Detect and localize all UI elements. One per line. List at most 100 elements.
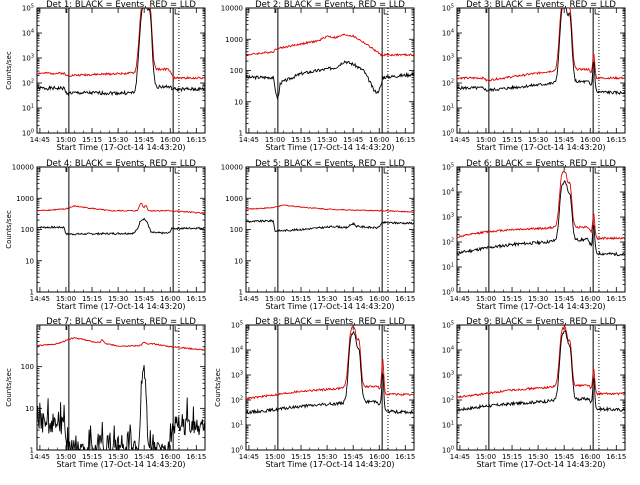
lld-series-line [37,202,205,215]
y-tick-label: 101 [442,104,454,113]
x-tick-label: 16:00 [580,295,600,303]
panel-det-1: Det 1: BLACK = Events, RED = LLD 100 101 10… [5,0,206,152]
x-tick-label: 15:30 [528,136,548,144]
bracket-mark [594,9,600,15]
y-tick-label: 10 [234,98,243,106]
y-tick-label: 101 [22,104,34,113]
y-tick-label: 10000 [221,5,243,13]
x-tick-label: 15:00 [265,453,285,461]
y-tick-label: 102 [442,238,454,247]
y-tick-label: 105 [231,321,243,330]
x-tick-label: 16:00 [369,453,389,461]
panel-det-8: Det 8: BLACK = Events, RED = LLD 100 101 10… [214,317,415,469]
panel-title: Det 1: BLACK = Events, RED = LLD [46,0,196,10]
events-series-line [37,365,205,450]
x-tick-label: 14:45 [239,136,259,144]
y-tick-label: 104 [231,346,243,355]
y-tick-label: 1 [239,130,243,138]
panel-title: Det 5: BLACK = Events, RED = LLD [255,159,405,169]
y-tick-label: 100 [442,288,454,297]
x-tick-label: 15:15 [291,136,311,144]
panel-det-6: Det 6: BLACK = Events, RED = LLD 100 101 10… [442,159,627,311]
x-tick-label: 15:15 [82,136,102,144]
x-tick-label: 16:15 [395,136,415,144]
y-tick-label: 100 [22,129,34,138]
x-axis-label: Start Time (17-Oct-14 14:43:20) [265,143,394,152]
panel-det-2: Det 2: BLACK = Events, RED = LLD 1 10 100 10… [221,0,416,152]
x-tick-label: 15:00 [265,136,285,144]
bracket-mark [594,168,600,174]
events-series-line [246,330,414,415]
panel-title: Det 2: BLACK = Events, RED = LLD [255,0,405,10]
x-tick-label: 16:00 [369,136,389,144]
x-tick-label: 16:15 [186,136,206,144]
x-axis-label: Start Time (17-Oct-14 14:43:20) [265,302,394,311]
x-axis-label: Start Time (17-Oct-14 14:43:20) [265,460,394,469]
x-tick-label: 15:00 [56,295,76,303]
y-axis-label: Counts/sec [5,368,13,407]
x-tick-label: 16:15 [186,295,206,303]
y-tick-label: 104 [442,188,454,197]
y-tick-label: 103 [442,371,454,380]
x-tick-label: 16:15 [606,453,626,461]
x-tick-label: 14:45 [450,453,470,461]
y-tick-label: 103 [231,371,243,380]
y-tick-label: 101 [442,263,454,272]
y-tick-label: 100 [231,446,243,455]
y-tick-label: 103 [22,54,34,63]
panel-title: Det 4: BLACK = Events, RED = LLD [46,159,196,169]
axis-frame [456,324,626,451]
x-tick-label: 16:00 [580,453,600,461]
lld-series-line [246,326,414,401]
panel-det-3: Det 3: BLACK = Events, RED = LLD 100 101 10… [442,0,627,152]
x-tick-label: 15:30 [108,453,128,461]
x-tick-label: 15:00 [56,453,76,461]
x-tick-label: 15:30 [528,295,548,303]
lld-series-line [246,204,414,214]
x-tick-label: 16:15 [186,453,206,461]
y-tick-label: 100 [442,129,454,138]
y-tick-label: 104 [442,29,454,38]
y-tick-label: 1000 [16,195,34,203]
lld-series-line [37,336,205,351]
x-tick-label: 16:15 [606,136,626,144]
axis-frame [245,324,415,451]
x-tick-label: 15:15 [82,295,102,303]
x-tick-label: 15:30 [317,453,337,461]
x-axis-label: Start Time (17-Oct-14 14:43:20) [476,302,605,311]
events-series-line [37,217,205,236]
x-tick-label: 14:45 [30,136,50,144]
y-tick-label: 101 [442,421,454,430]
x-tick-label: 15:15 [291,295,311,303]
axis-frame [456,7,626,134]
x-tick-label: 15:45 [134,136,154,144]
panel-det-4: Det 4: BLACK = Events, RED = LLD 1 10 100 10… [5,159,206,311]
x-tick-label: 15:00 [265,295,285,303]
x-tick-label: 15:00 [476,136,496,144]
x-tick-label: 15:30 [528,453,548,461]
panel-title: Det 7: BLACK = Events, RED = LLD [46,317,196,327]
y-tick-label: 100 [442,446,454,455]
bracket-mark [174,168,180,174]
y-tick-label: 101 [231,421,243,430]
panel-det-9: Det 9: BLACK = Events, RED = LLD 100 101 10… [442,317,627,469]
bracket-mark [594,326,600,332]
events-series-line [246,219,414,233]
x-tick-label: 16:00 [160,453,180,461]
y-axis-label: Counts/sec [214,368,222,407]
x-tick-label: 15:00 [56,136,76,144]
x-tick-label: 15:45 [343,136,363,144]
y-tick-label: 104 [22,29,34,38]
bracket-mark [383,168,389,174]
y-tick-label: 100 [21,363,34,371]
y-tick-label: 103 [442,213,454,222]
panel-title: Det 8: BLACK = Events, RED = LLD [255,317,405,327]
x-tick-label: 16:00 [580,136,600,144]
x-tick-label: 14:45 [239,453,259,461]
y-tick-label: 10000 [221,164,243,172]
x-tick-label: 14:45 [450,136,470,144]
panel-det-5: Det 5: BLACK = Events, RED = LLD 1 10 100 10… [221,159,416,311]
bracket-mark [174,9,180,15]
lld-series-line [246,33,414,57]
